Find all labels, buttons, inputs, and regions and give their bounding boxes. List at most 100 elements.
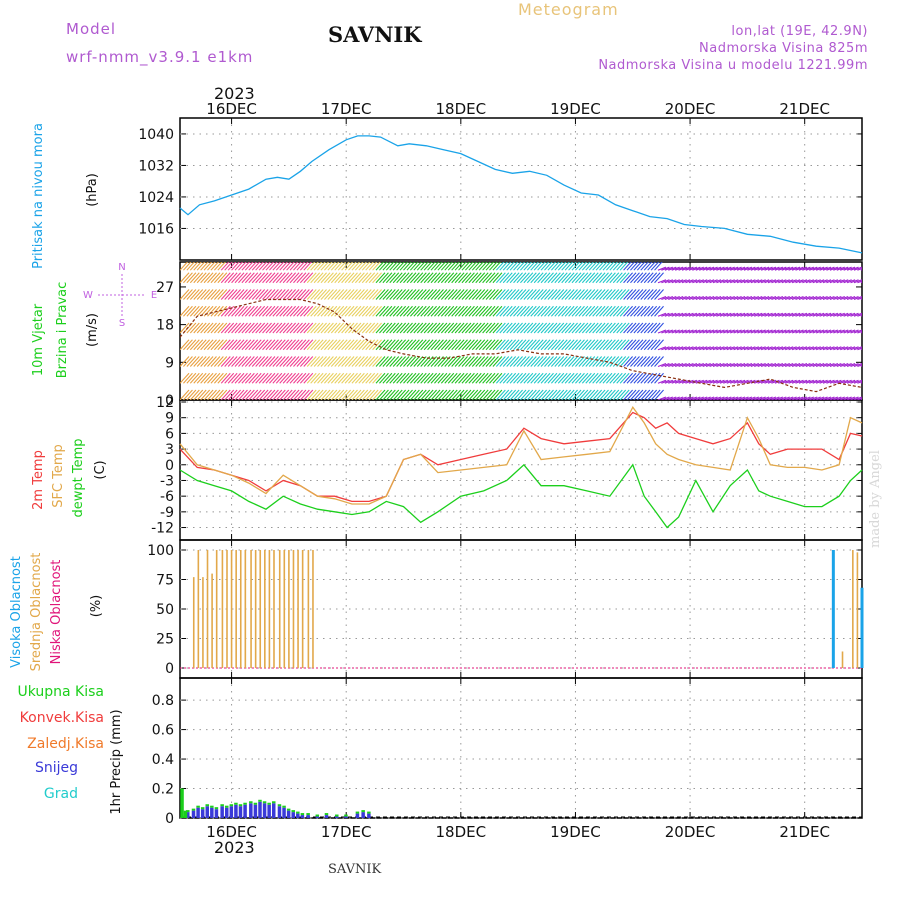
wind-barb [760, 312, 770, 317]
wind-barb [334, 339, 345, 351]
wind-barb [537, 372, 548, 384]
wind-barb [788, 312, 797, 317]
wind-barb [650, 272, 661, 284]
wind-barb [180, 322, 190, 334]
wind-barb [275, 262, 285, 271]
wind-barb [778, 346, 787, 351]
wind-barb [857, 280, 862, 284]
wind-barb [341, 289, 352, 300]
wind-barb [447, 389, 458, 400]
wind-barb [640, 262, 649, 271]
wind-barb [674, 396, 684, 400]
wind-barb [475, 339, 486, 351]
wind-barb [258, 272, 269, 284]
wind-barb [705, 312, 715, 317]
wind-barb [372, 272, 382, 284]
wind-barb [354, 322, 365, 334]
precip-bar [315, 814, 320, 817]
wind-barb [196, 322, 207, 334]
wind-barb [458, 339, 468, 351]
wind-barb [592, 289, 603, 300]
wind-barb [478, 339, 489, 351]
wind-barb [729, 346, 739, 351]
wind-barb [833, 329, 842, 334]
wind-barb [802, 295, 811, 301]
wind-barb [403, 322, 413, 334]
wind-barb [444, 372, 455, 384]
wind-barb [409, 389, 420, 400]
wind-barb [220, 272, 231, 284]
wind-barb [499, 322, 510, 334]
wind-barb [509, 356, 520, 367]
model-label: Model [66, 20, 117, 38]
wind-barb [846, 396, 856, 400]
wind-barb [588, 389, 599, 400]
wind-barb [802, 346, 811, 351]
wind-barb [403, 356, 413, 367]
wind-barb [819, 346, 828, 351]
wind-barb [193, 339, 204, 351]
wind-barb [361, 339, 372, 351]
wind-barb [451, 372, 462, 384]
wind-barb [547, 356, 558, 367]
wind-barb [379, 389, 389, 400]
wind-barb [585, 322, 596, 334]
wind-barb [785, 362, 794, 368]
wind-barb [413, 262, 422, 271]
wind-barb [210, 262, 220, 271]
wind-barb [210, 356, 221, 367]
wind-barb [423, 356, 434, 367]
pressure-line [179, 135, 863, 254]
wind-barb [788, 329, 797, 334]
wind-barb [200, 322, 211, 334]
wind-barb [619, 372, 630, 384]
wind-barb [502, 289, 513, 300]
bottom-date-label: 21DEC [779, 823, 830, 841]
precip-bar [253, 804, 258, 818]
y-tick-label: 0 [165, 458, 174, 474]
wind-barb [520, 272, 530, 284]
wind-barb [224, 262, 233, 271]
wind-barb [630, 262, 639, 271]
wind-barb [379, 305, 389, 317]
wind-barb [382, 339, 393, 351]
wind-barb [857, 297, 862, 301]
wind-barb [299, 339, 310, 351]
wind-barb [826, 266, 835, 271]
wind-barb [317, 322, 327, 334]
wind-barb [306, 289, 317, 300]
wind-barb [709, 329, 718, 334]
wind-barb [612, 262, 622, 271]
wind-barb [788, 396, 797, 400]
wind-barb [330, 339, 341, 351]
wind-barb [754, 279, 763, 284]
wind-barb [643, 356, 654, 367]
wind-barb [275, 305, 286, 317]
wind-barb [227, 305, 238, 317]
wind-barb [341, 262, 350, 271]
wind-barb [423, 389, 434, 400]
wind-barb [564, 305, 575, 317]
wind-barb [241, 372, 252, 384]
wind-barb [833, 266, 842, 271]
wind-barb [774, 329, 784, 334]
wind-barb [544, 356, 554, 367]
wind-barb [705, 329, 715, 334]
wind-barb [368, 289, 379, 300]
wind-barb [358, 272, 369, 284]
wind-barb [506, 305, 517, 317]
wind-barb [461, 272, 472, 284]
wind-barb [193, 262, 202, 271]
wind-barb [289, 305, 300, 317]
wind-barb [458, 389, 468, 400]
wind-barb [351, 272, 362, 284]
wind-barb [186, 372, 197, 384]
wind-barb [571, 389, 582, 400]
wind-barb [279, 305, 290, 317]
wind-barb [458, 305, 468, 317]
precip-bar [291, 812, 295, 818]
wind-barb [750, 329, 760, 334]
wind-barb [654, 322, 664, 334]
wind-barb [712, 379, 722, 384]
